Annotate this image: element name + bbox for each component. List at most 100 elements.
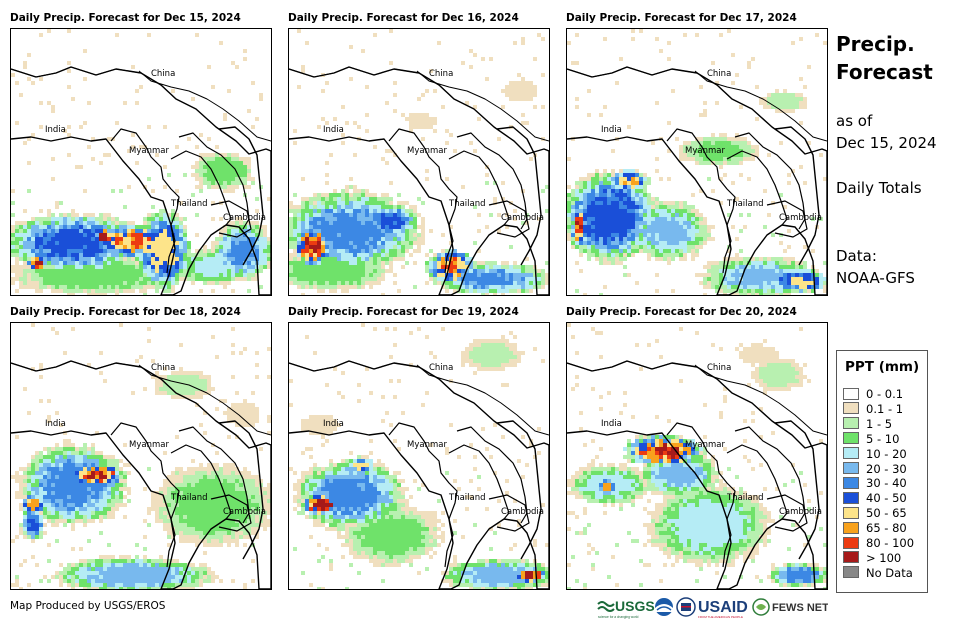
border-thailand <box>726 150 788 226</box>
noaa-logo <box>655 598 673 616</box>
border-china <box>694 364 827 436</box>
legend-swatch <box>843 521 859 534</box>
legend-swatch <box>843 402 859 415</box>
legend-swatch <box>843 551 859 564</box>
legend-swatch <box>843 476 859 489</box>
border-china <box>694 70 827 142</box>
map-label-myanmar: Myanmar <box>129 440 169 450</box>
border-china <box>138 364 271 436</box>
map-label-india: India <box>45 125 66 135</box>
border-laos <box>456 132 528 230</box>
legend-item: 10 - 20 <box>843 447 907 461</box>
map-label-cambodia: Cambodia <box>501 213 544 223</box>
map-canvas: China India Myanmar Thailand Cambodia <box>11 29 271 295</box>
border-vietnam <box>496 420 542 560</box>
as-of-block: as of Dec 15, 2024 <box>836 110 937 154</box>
usgs-text: USGS <box>615 598 655 614</box>
legend-item: 1 - 5 <box>843 417 892 431</box>
border-cambodia <box>488 200 530 238</box>
legend-swatch <box>843 462 859 474</box>
border-vietnam <box>496 126 542 266</box>
panel-title: Daily Precip. Forecast for Dec 15, 2024 <box>10 12 241 24</box>
border-laos <box>178 132 250 230</box>
precip-grid <box>289 29 549 295</box>
precip-map: China India Myanmar Thailand Cambodia <box>10 322 272 590</box>
precip-map: China India Myanmar Thailand Cambodia <box>566 28 828 296</box>
map-label-india: India <box>601 419 622 429</box>
map-label-myanmar: Myanmar <box>685 440 725 450</box>
legend-swatch <box>843 536 859 549</box>
legend-item: 30 - 40 <box>843 476 907 490</box>
precip-grid <box>567 323 827 589</box>
legend-swatch <box>843 566 859 579</box>
panel-title: Daily Precip. Forecast for Dec 19, 2024 <box>288 306 519 318</box>
legend-item: 20 - 30 <box>843 462 907 476</box>
precip-grid <box>11 323 271 589</box>
border-china <box>416 70 549 142</box>
map-canvas: China India Myanmar Thailand Cambodia <box>289 323 549 589</box>
map-label-cambodia: Cambodia <box>223 213 266 223</box>
side-title-line1: Precip. <box>836 32 915 56</box>
agency-logos: USGS science for a changing world USAID … <box>597 597 828 619</box>
legend-label: 10 - 20 <box>866 446 907 461</box>
usgs-logo: USGS science for a changing world <box>597 598 655 619</box>
border-vietnam <box>774 126 820 266</box>
legend-title: PPT (mm) <box>845 359 920 375</box>
border-thailand <box>170 444 232 520</box>
border-myanmar <box>110 422 180 568</box>
border-thailand <box>726 444 788 520</box>
legend-item: 50 - 65 <box>843 506 907 520</box>
legend-swatch <box>843 506 859 519</box>
map-label-thailand: Thailand <box>726 199 764 209</box>
map-label-china: China <box>707 69 731 79</box>
legend-item: 0.1 - 1 <box>843 402 903 416</box>
panel-title: Daily Precip. Forecast for Dec 20, 2024 <box>566 306 797 318</box>
map-label-myanmar: Myanmar <box>685 146 725 156</box>
precip-map: China India Myanmar Thailand Cambodia <box>288 322 550 590</box>
map-label-thailand: Thailand <box>170 199 208 209</box>
map-label-china: China <box>429 363 453 373</box>
side-title-line2: Forecast <box>836 60 933 84</box>
map-label-china: China <box>707 363 731 373</box>
map-label-cambodia: Cambodia <box>779 213 822 223</box>
panel-title: Daily Precip. Forecast for Dec 16, 2024 <box>288 12 519 24</box>
border-myanmar <box>388 128 458 274</box>
border-vietnam <box>218 126 264 266</box>
data-source: NOAA-GFS <box>836 269 915 287</box>
map-label-thailand: Thailand <box>726 493 764 503</box>
map-canvas: China India Myanmar Thailand Cambodia <box>567 29 827 295</box>
forecast-panel-dec16: Daily Precip. Forecast for Dec 16, 2024 … <box>288 12 552 297</box>
legend-label: 80 - 100 <box>866 536 915 550</box>
border-china-india <box>11 360 177 394</box>
border-cambodia <box>766 494 808 532</box>
as-of-date: Dec 15, 2024 <box>836 134 937 152</box>
border-vietnam <box>774 420 820 560</box>
border-myanmar <box>666 128 736 274</box>
map-label-cambodia: Cambodia <box>501 507 544 517</box>
legend-swatch <box>843 447 859 460</box>
legend-label: 0 - 0.1 <box>866 387 904 401</box>
map-label-china: China <box>151 363 175 373</box>
precip-map: China India Myanmar Thailand Cambodia <box>288 28 550 296</box>
border-laos <box>734 132 806 230</box>
border-china-india <box>567 360 733 394</box>
legend-swatch <box>843 387 859 400</box>
border-cambodia <box>210 494 252 532</box>
legend-label: 50 - 65 <box>866 506 907 521</box>
usgs-tagline: science for a changing world <box>598 615 639 619</box>
border-thailand <box>448 150 510 226</box>
legend-item: 5 - 10 <box>843 432 899 446</box>
panel-title: Daily Precip. Forecast for Dec 17, 2024 <box>566 12 797 24</box>
data-label: Data: <box>836 247 877 265</box>
precip-grid <box>567 29 827 295</box>
border-china-india <box>289 360 455 394</box>
legend-item: 80 - 100 <box>843 536 914 550</box>
panel-title: Daily Precip. Forecast for Dec 18, 2024 <box>10 306 241 318</box>
map-label-myanmar: Myanmar <box>129 146 169 156</box>
legend-item: > 100 <box>843 551 901 565</box>
precip-map: China India Myanmar Thailand Cambodia <box>566 322 828 590</box>
border-thailand <box>170 150 232 226</box>
legend-label: 5 - 10 <box>866 431 900 446</box>
usaid-seal <box>676 597 696 617</box>
